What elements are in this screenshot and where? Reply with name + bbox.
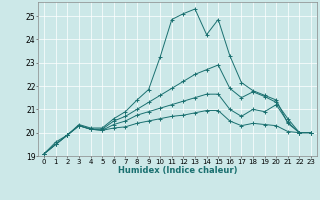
X-axis label: Humidex (Indice chaleur): Humidex (Indice chaleur) xyxy=(118,166,237,175)
